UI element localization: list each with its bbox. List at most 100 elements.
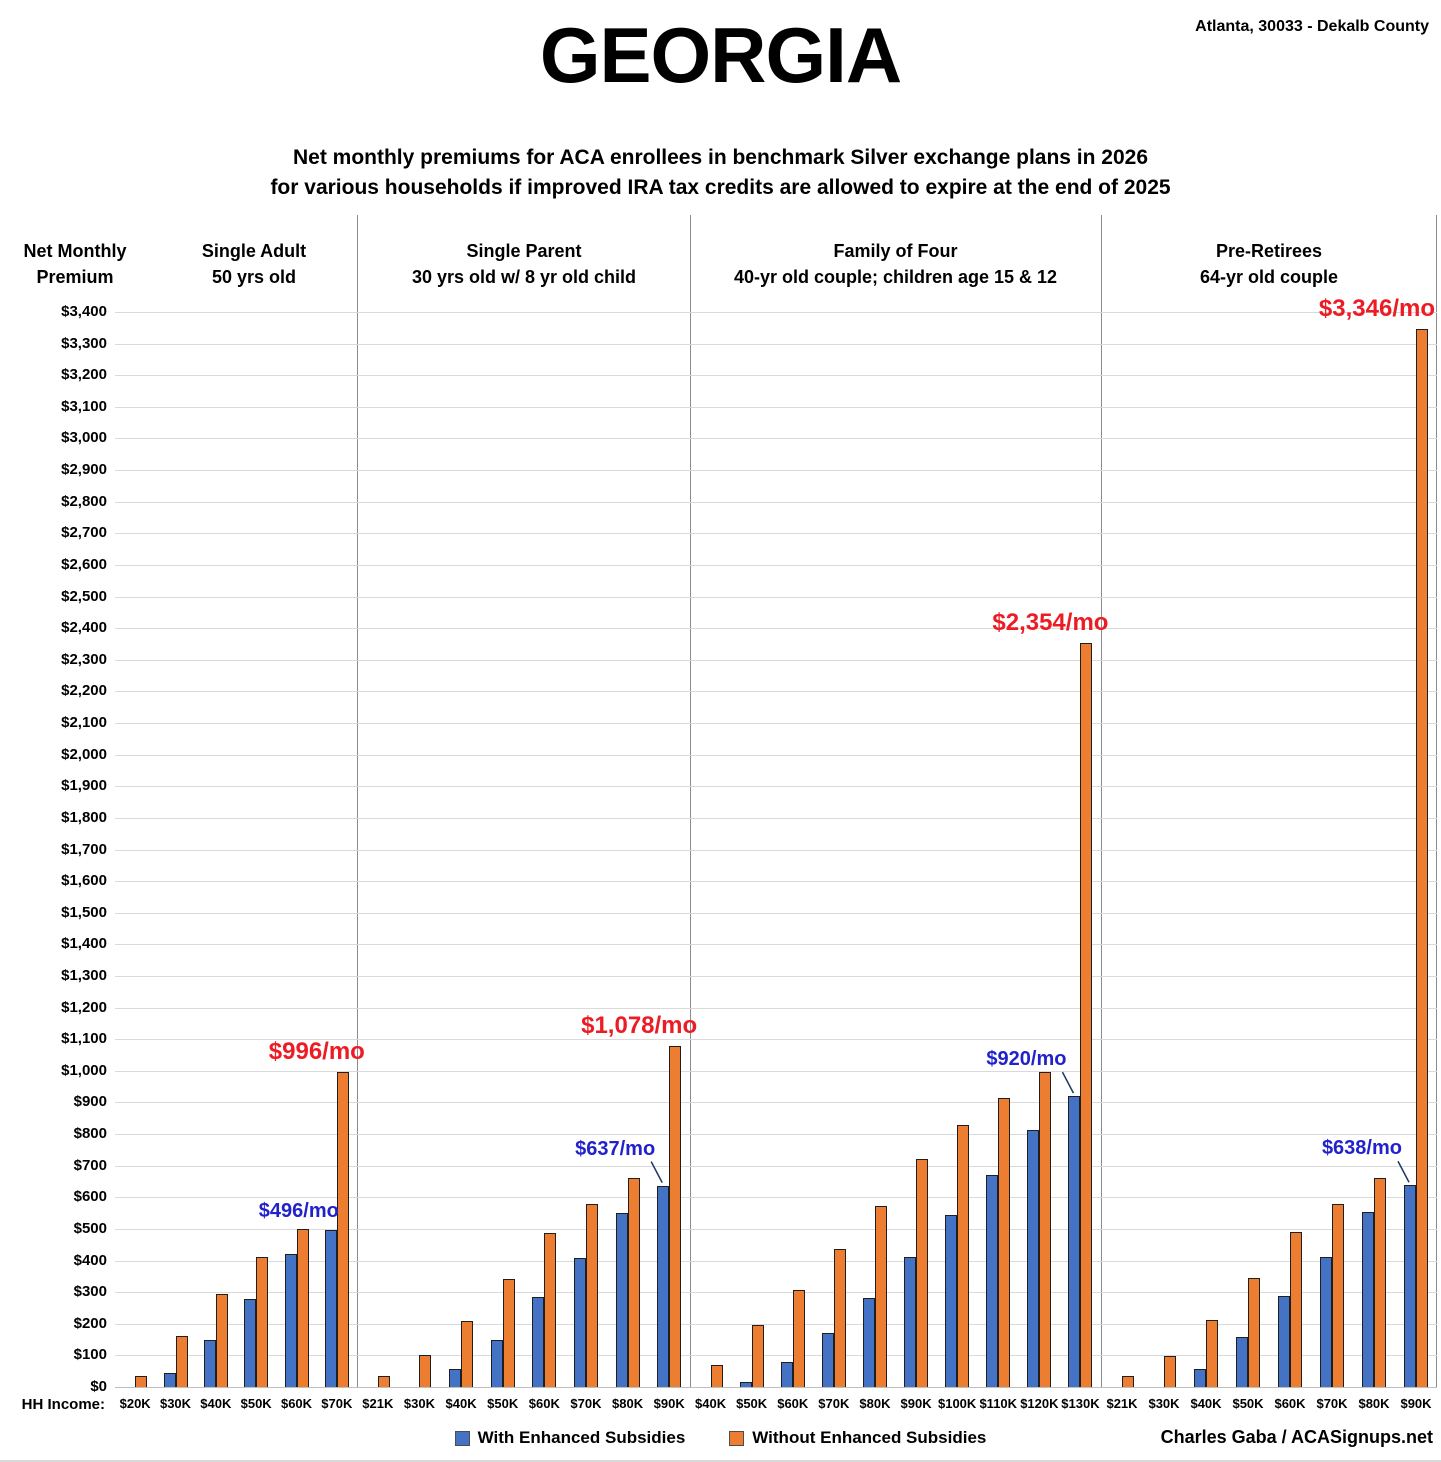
y-tick-label: $1,000 [61,1061,107,1079]
y-tick-label: $900 [73,1093,107,1111]
grid-line [115,564,1437,566]
panel-divider [690,215,691,1387]
y-tick-label: $3,400 [61,303,107,320]
bar-with-enhanced-subsidies [1278,1295,1290,1387]
panel-header-single-adult: Single Adult 50 yrs old [150,238,358,290]
grid-line [115,1007,1437,1009]
x-tick-label: $80K [612,1396,644,1411]
y-tick-label: $0 [90,1378,107,1395]
grid-line [115,849,1437,851]
bar-without-enhanced-subsidies [998,1098,1011,1387]
bar-with-enhanced-subsidies [203,1339,216,1387]
x-tick-label: $40K [200,1396,232,1411]
panel-header-family-of-four: Family of Four 40-yr old couple; childre… [690,238,1101,290]
x-tick-label: $90K [900,1396,932,1411]
y-tick-label: $2,000 [61,745,107,763]
bar-with-enhanced-subsidies [324,1230,337,1387]
bar-with-enhanced-subsidies [1404,1185,1416,1387]
annotation-arrow [1061,1071,1075,1094]
y-tick-label: $1,100 [61,1030,107,1048]
y-tick-label: $600 [73,1188,107,1206]
legend-item-with-enhanced: With Enhanced Subsidies [454,1428,685,1448]
grid-line [115,501,1437,503]
bar-without-enhanced-subsidies [1039,1071,1052,1387]
bar-with-enhanced-subsidies [821,1332,834,1387]
grid-line [115,1323,1437,1325]
bar-without-enhanced-subsidies [215,1293,228,1387]
grid-line [115,533,1437,535]
x-tick-label: $80K [1358,1396,1390,1411]
x-tick-label: $40K [1190,1396,1222,1411]
bar-with-enhanced-subsidies [780,1361,793,1387]
annotation-label: $3,346/mo [1318,295,1435,323]
y-tick-label: $2,200 [61,682,107,700]
x-tick-label: $30K [159,1396,192,1411]
y-tick-label: $1,200 [61,998,107,1016]
credit-label: Charles Gaba / ACASignups.net [1160,1427,1433,1447]
x-tick-label: $30K [1148,1396,1180,1411]
bar-with-enhanced-subsidies [1362,1211,1374,1387]
panel-header-line1: Family of Four [833,241,958,261]
y-tick-label: $2,300 [61,650,107,668]
grid-line [115,881,1437,883]
x-tick-label: $110K [979,1396,1018,1411]
grid-line [115,912,1437,914]
bar-with-enhanced-subsidies [573,1258,586,1387]
bar-with-enhanced-subsidies [1194,1368,1206,1387]
y-tick-label: $2,800 [61,492,107,510]
y-axis-title-line1: Net Monthly [23,241,127,261]
x-tick-label: $120K [1020,1396,1059,1411]
annotation-label: $920/mo [986,1048,1067,1071]
grid-line [115,1228,1437,1230]
y-tick-label: $700 [73,1156,107,1174]
y-tick-label: $1,800 [61,808,107,826]
y-tick-label: $1,600 [61,872,107,890]
grid-line [115,1165,1437,1167]
y-tick-label: $1,900 [61,777,107,795]
x-tick-label: $50K [1232,1396,1264,1411]
bar-without-enhanced-subsidies [544,1233,557,1387]
bar-without-enhanced-subsidies [419,1355,432,1387]
y-tick-label: $3,200 [61,366,107,384]
annotation-label: $496/mo [258,1200,339,1223]
y-tick-label: $400 [73,1251,107,1269]
x-tick-label: $20K [119,1396,151,1411]
y-tick-label: $800 [73,1125,107,1143]
grid-line [115,312,1437,313]
x-tick-label: $60K [528,1396,560,1411]
x-tick-label: $80K [859,1396,891,1411]
bar-without-enhanced-subsidies [135,1375,148,1387]
grid-line [115,1070,1437,1072]
bar-without-enhanced-subsidies [957,1124,970,1387]
x-tick-label: $30K [403,1396,435,1411]
y-tick-label: $1,700 [61,840,107,858]
y-axis-title-line2: Premium [36,267,114,287]
legend-label: Without Enhanced Subsidies [752,1428,987,1447]
x-tick-label: $90K [653,1396,685,1411]
x-axis-line [115,1387,1437,1388]
legend: With Enhanced Subsidies Without Enhanced… [0,1428,1441,1448]
grid-line [115,1039,1437,1041]
bar-without-enhanced-subsidies [1206,1319,1218,1387]
y-tick-label: $500 [73,1219,107,1237]
grid-line [115,975,1437,977]
grid-line [115,691,1437,693]
y-tick-label: $3,300 [61,334,107,352]
bar-with-enhanced-subsidies [1068,1096,1081,1387]
bar-without-enhanced-subsidies [1248,1277,1260,1387]
bar-without-enhanced-subsidies [585,1203,598,1387]
x-tick-label: $70K [818,1396,850,1411]
panel-header-line1: Single Parent [466,241,582,261]
bar-with-enhanced-subsidies [163,1372,176,1387]
bar-without-enhanced-subsidies [336,1072,349,1387]
location-label: Atlanta, 30033 - Dekalb County [1195,18,1429,35]
bar-without-enhanced-subsidies [461,1320,474,1387]
y-tick-label: $100 [73,1346,107,1364]
x-tick-label: $50K [240,1396,272,1411]
y-tick-label: $2,400 [61,619,107,637]
y-tick-label: $1,400 [61,935,107,953]
bar-without-enhanced-subsidies [175,1335,188,1387]
panel-header-line2: 30 yrs old w/ 8 yr old child [411,267,637,287]
panel-header-line2: 50 yrs old [211,267,297,287]
y-axis-title: Net Monthly Premium [0,238,150,290]
